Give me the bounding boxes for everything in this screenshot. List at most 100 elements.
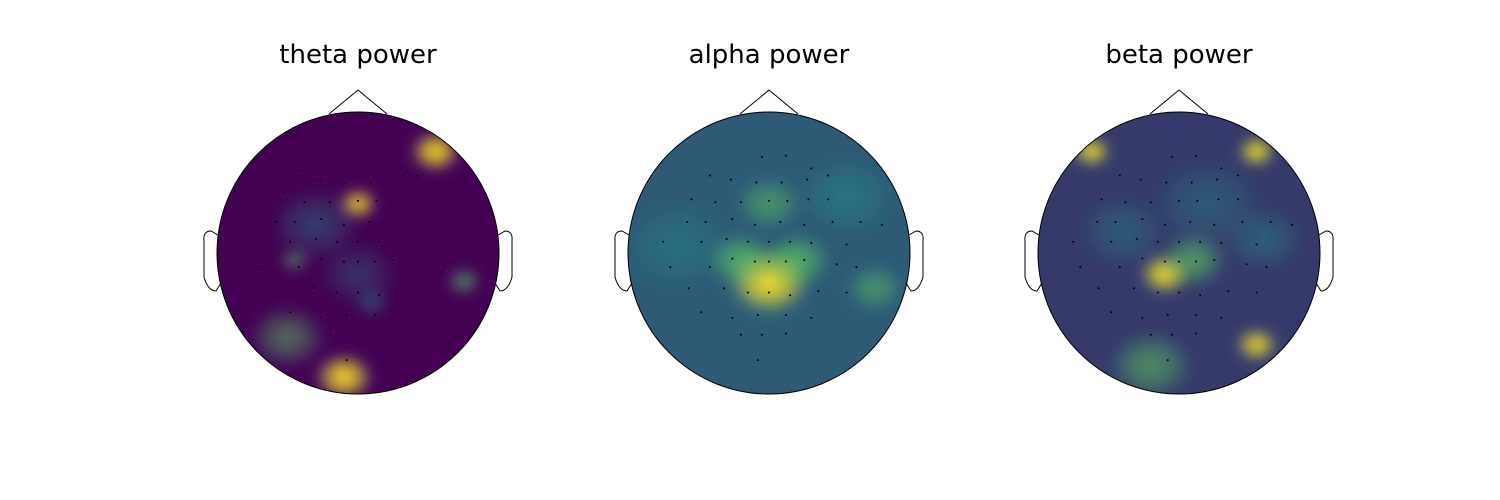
sensor-dot	[357, 199, 359, 202]
sensor-dot	[810, 242, 813, 245]
sensor-dot	[722, 287, 725, 290]
sensor-dot	[424, 263, 427, 266]
sensor-dot	[1124, 201, 1127, 204]
sensor-dot	[1189, 220, 1192, 223]
topomap-panel-theta: theta power	[178, 0, 538, 500]
sensor-dot	[1265, 266, 1268, 269]
sensor-dot	[1132, 287, 1135, 290]
sensor-dot	[708, 174, 711, 177]
sensor-dot	[880, 223, 883, 226]
topomap-panel-alpha: alpha power	[589, 0, 949, 500]
sensor-dot	[1196, 199, 1199, 202]
sensor-dot	[725, 237, 728, 240]
sensor-dot	[1213, 223, 1216, 226]
sensor-dot	[827, 174, 830, 177]
sensor-dot	[369, 181, 372, 184]
sensor-dot	[753, 223, 756, 226]
sensor-dot	[320, 316, 323, 319]
sensor-dot	[700, 311, 703, 314]
sensor-dot	[760, 333, 763, 336]
sensor-dot	[700, 240, 703, 243]
sensor-dot	[669, 266, 672, 269]
sensor-dot	[768, 260, 770, 263]
sensor-dot	[1194, 260, 1197, 263]
sensor-dot	[293, 220, 296, 223]
sensor-dot	[406, 290, 409, 293]
sensor-dot	[1110, 311, 1113, 314]
sensor-dot	[251, 240, 254, 243]
nose-outline	[739, 89, 799, 115]
sensor-dot	[780, 181, 783, 184]
sensor-dot	[755, 181, 758, 184]
sensor-dot	[335, 291, 338, 294]
topomap-panel-beta: beta power	[999, 0, 1359, 500]
sensor-dot	[349, 156, 352, 159]
sensor-dot	[831, 220, 834, 223]
sensor-dot	[1141, 316, 1144, 319]
topomap-hotspot	[843, 262, 907, 314]
sensor-dot	[1194, 332, 1197, 335]
sensor-dot	[756, 314, 759, 317]
topomap-title: theta power	[279, 40, 437, 70]
sensor-dot	[1118, 174, 1121, 177]
sensor-dot	[335, 240, 338, 243]
sensor-dot	[1178, 199, 1180, 202]
sensor-dot	[810, 167, 813, 170]
sensor-dot	[342, 260, 345, 263]
sensor-dot	[392, 223, 395, 226]
sensor-dot	[1255, 291, 1258, 294]
sensor-dot	[803, 259, 806, 262]
sensor-dot	[373, 314, 376, 317]
sensor-dot	[1156, 291, 1159, 294]
sensor-dot	[662, 240, 665, 243]
topomap-hotspot	[761, 230, 834, 290]
sensor-dot	[1194, 154, 1197, 157]
sensor-dot	[320, 218, 323, 221]
sensor-dot	[806, 178, 809, 181]
sensor-dot	[1079, 266, 1082, 269]
sensor-dot	[289, 311, 292, 314]
topomap-hotspot	[1077, 195, 1168, 269]
topomap-title: alpha power	[688, 40, 850, 70]
topomap-hotspot	[408, 129, 463, 174]
right-ear-outline	[1315, 230, 1334, 292]
sensor-dot	[855, 266, 858, 269]
sensor-dot	[784, 332, 787, 335]
sensor-dot	[1178, 240, 1180, 243]
sensor-dot	[756, 359, 759, 362]
sensor-dot	[789, 294, 792, 297]
sensor-dot	[690, 198, 693, 201]
sensor-dot	[416, 198, 419, 201]
sensor-dot	[357, 240, 359, 243]
right-ear-outline	[494, 230, 513, 292]
sensor-dot	[1269, 220, 1272, 223]
sensor-dot	[297, 174, 300, 177]
sensor-dot	[276, 287, 279, 290]
sensor-dot	[375, 199, 378, 202]
sensor-dot	[373, 260, 376, 263]
sensor-dot	[827, 198, 830, 201]
sensor-dot	[1149, 333, 1152, 336]
sensor-dot	[1170, 156, 1173, 159]
sensor-dot	[395, 178, 398, 181]
topomap-hotspot	[354, 287, 391, 318]
sensor-dot	[318, 178, 321, 181]
sensor-dot	[760, 156, 763, 159]
sensor-dot	[739, 333, 742, 336]
sensor-dot	[399, 316, 402, 319]
sensor-dot	[845, 243, 848, 246]
sensor-dot	[1178, 260, 1180, 263]
sensor-dot	[392, 259, 395, 262]
topomap-hotspot	[628, 200, 734, 292]
sensor-dot	[1290, 223, 1293, 226]
topomap-hotspot	[1236, 134, 1277, 168]
sensor-dot	[731, 257, 734, 260]
sensor-dot	[1241, 220, 1244, 223]
sensor-dot	[1100, 198, 1103, 201]
sensor-dot	[469, 223, 472, 226]
sensor-dot	[345, 314, 348, 317]
sensor-dot	[1199, 294, 1202, 297]
sensor-dot	[753, 260, 756, 263]
sensor-dot	[1220, 167, 1223, 170]
topomap-alpha	[614, 89, 924, 395]
